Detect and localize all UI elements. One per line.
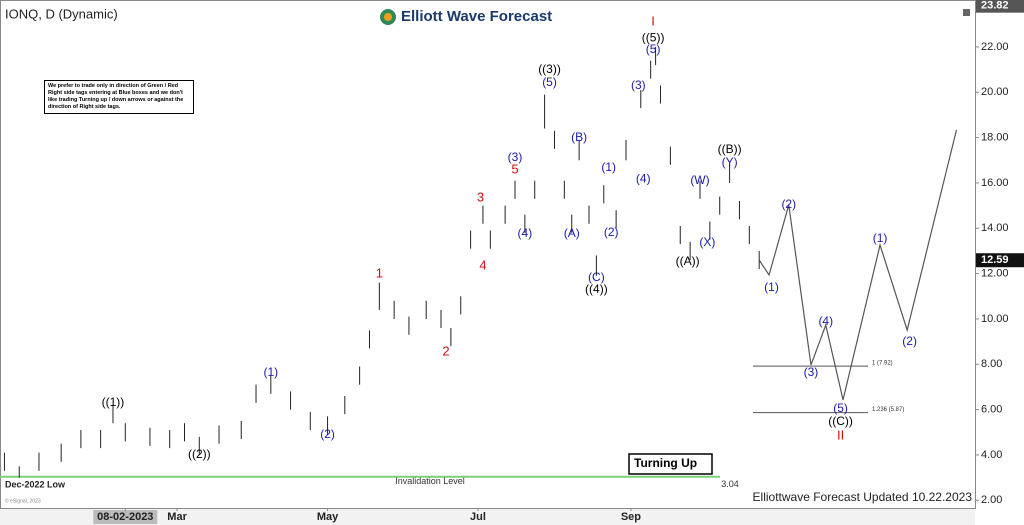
wave-label: (3) bbox=[508, 150, 523, 164]
wave-label: ((3)) bbox=[538, 62, 561, 76]
low-label: Dec-2022 Low bbox=[5, 479, 66, 489]
wave-label: 3 bbox=[477, 189, 484, 204]
x-axis-band bbox=[0, 509, 975, 525]
wave-label: (W) bbox=[690, 173, 709, 187]
badge-box bbox=[628, 453, 713, 475]
corner-icon bbox=[963, 9, 970, 16]
x-tick-label: Mar bbox=[167, 511, 187, 523]
y-tick-label: 10.00 bbox=[981, 313, 1009, 325]
wave-label: I bbox=[651, 13, 655, 28]
brand: Elliott Wave Forecast bbox=[401, 8, 552, 25]
y-tick-label: 22.00 bbox=[981, 41, 1009, 53]
wave-label: (5) bbox=[542, 75, 557, 89]
wave-label: (1) bbox=[764, 280, 779, 294]
wave-label: (2) bbox=[320, 427, 335, 441]
wave-label: (1) bbox=[263, 365, 278, 379]
wave-label: (1) bbox=[873, 231, 888, 245]
wave-label: (4) bbox=[636, 171, 651, 185]
wave-label: 4 bbox=[479, 257, 486, 272]
wave-label: (2) bbox=[902, 334, 917, 348]
wave-label: ((2)) bbox=[188, 447, 211, 461]
y-tick-label: 20.00 bbox=[981, 86, 1009, 98]
wave-label: (3) bbox=[804, 365, 819, 379]
wave-label: (Y) bbox=[722, 155, 738, 169]
y-tick-label: 12.00 bbox=[981, 268, 1009, 280]
wave-label: (4) bbox=[518, 226, 533, 240]
y-tick-label: 14.00 bbox=[981, 222, 1009, 234]
wave-label: 1 bbox=[376, 265, 383, 280]
footer: Elliottwave Forecast Updated 10.22.2023 bbox=[753, 490, 973, 504]
note: We prefer to trade only in direction of … bbox=[44, 80, 194, 114]
y-tick-label: 6.00 bbox=[981, 404, 1002, 416]
x-tick-label: Jul bbox=[470, 511, 486, 523]
plot-frame bbox=[0, 0, 976, 509]
badge: Turning Up bbox=[634, 456, 697, 470]
y-tick-label: 4.00 bbox=[981, 449, 1002, 461]
wave-label: (2) bbox=[781, 197, 796, 211]
chart-title: IONQ, D (Dynamic) bbox=[5, 6, 118, 21]
fib-label: 1.236 (5.87) bbox=[872, 407, 904, 413]
wave-label: (1) bbox=[601, 160, 616, 174]
y-tick-label: 18.00 bbox=[981, 132, 1009, 144]
wave-label: 2 bbox=[442, 343, 449, 358]
price-box bbox=[976, 0, 1024, 13]
wave-label: ((1)) bbox=[102, 395, 125, 409]
wave-label: (A) bbox=[564, 226, 580, 240]
cursor-date-box bbox=[93, 510, 158, 524]
wave-label: (2) bbox=[604, 225, 619, 239]
wave-label: ((C)) bbox=[828, 414, 853, 428]
wave-label: ((A)) bbox=[676, 254, 700, 268]
wave-label: (B) bbox=[571, 130, 587, 144]
source: © eSignal, 2023 bbox=[5, 497, 41, 504]
wave-label: ((B)) bbox=[718, 142, 742, 156]
wave-label: (5) bbox=[646, 42, 661, 56]
projection-line bbox=[758, 129, 958, 401]
price-box bbox=[976, 253, 1024, 268]
wave-label: II bbox=[837, 427, 844, 442]
x-tick-label: May bbox=[317, 511, 339, 523]
y-tick-label: 2.00 bbox=[981, 494, 1002, 506]
wave-label: (3) bbox=[631, 78, 646, 92]
wave-label: (X) bbox=[699, 235, 715, 249]
wave-label: 5 bbox=[511, 161, 518, 176]
fib-label: 1 (7.92) bbox=[872, 361, 893, 367]
x-tick-label: 08-02-2023 bbox=[97, 511, 153, 523]
wave-label: (4) bbox=[818, 314, 833, 328]
logo-icon-inner bbox=[384, 13, 392, 21]
invalidation-value: 3.04 bbox=[721, 479, 739, 489]
wave-label: ((5)) bbox=[642, 30, 665, 44]
invalidation-text: Invalidation Level bbox=[395, 476, 465, 486]
price-box-label: 12.59 bbox=[981, 254, 1009, 266]
wave-label: (5) bbox=[833, 401, 848, 415]
price-box-label: 23.82 bbox=[981, 0, 1009, 12]
y-tick-label: 8.00 bbox=[981, 358, 1002, 370]
x-tick-label: Sep bbox=[621, 511, 641, 523]
y-tick-label: 16.00 bbox=[981, 177, 1009, 189]
wave-label: ((4)) bbox=[585, 282, 608, 296]
wave-label: (C) bbox=[588, 270, 605, 284]
